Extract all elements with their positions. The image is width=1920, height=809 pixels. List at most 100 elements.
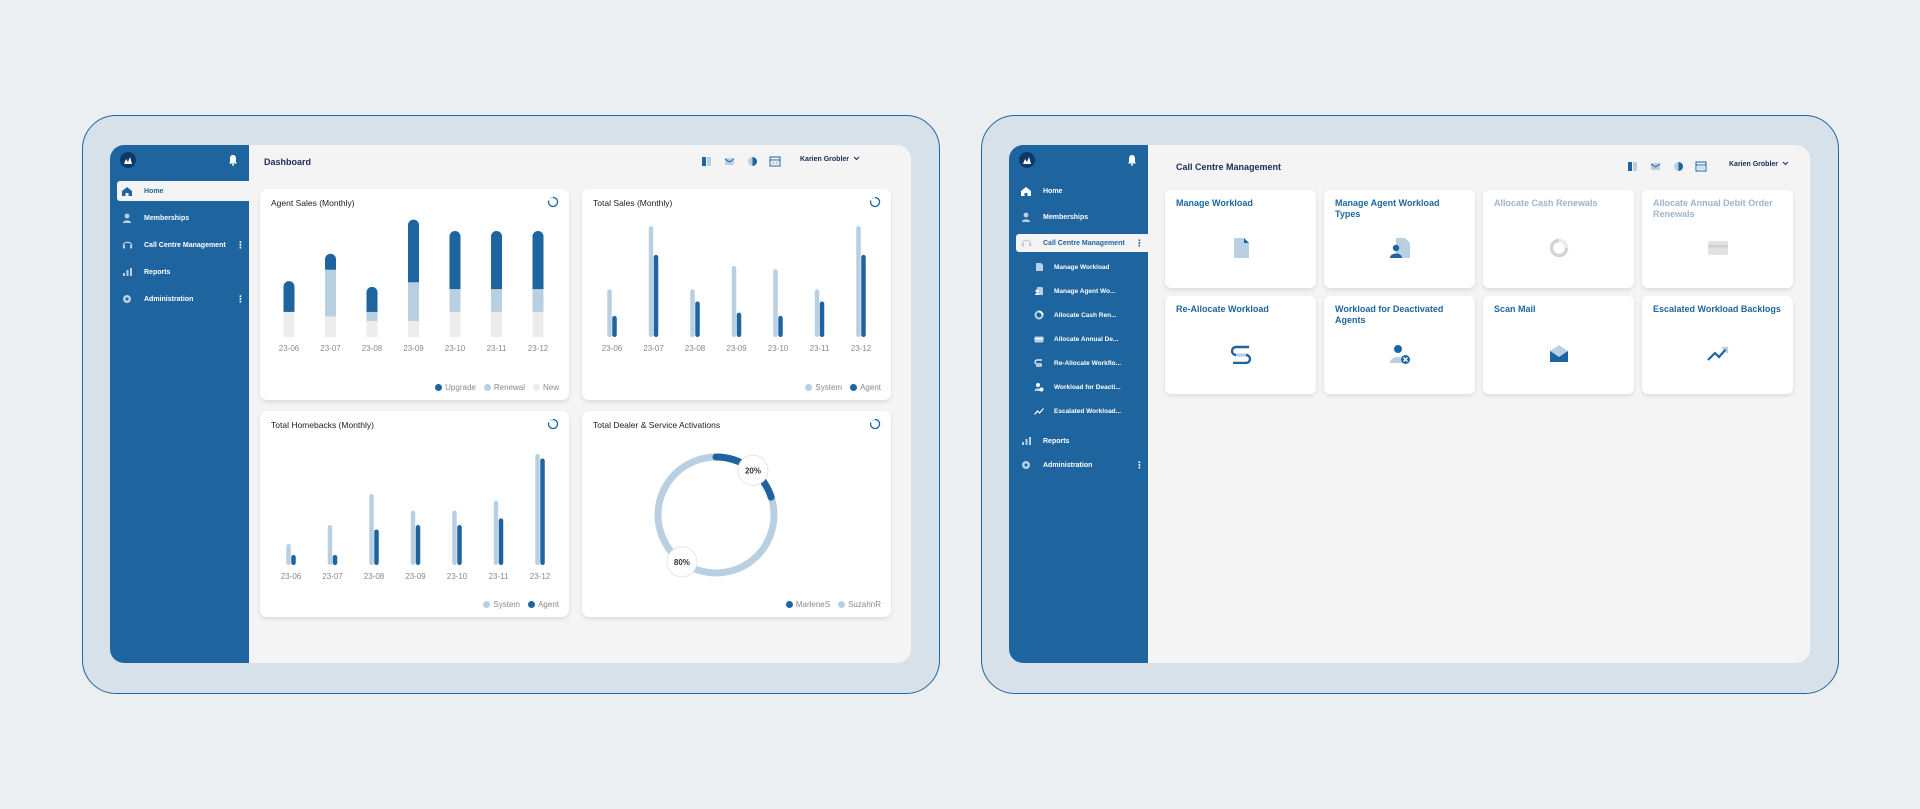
home-icon bbox=[1019, 184, 1033, 198]
tile-allocate-annual-debit-order-renewals[interactable]: Allocate Annual Debit Order Renewals bbox=[1642, 190, 1793, 288]
calendar-icon[interactable] bbox=[769, 155, 781, 167]
bar-system bbox=[493, 500, 499, 565]
chart-legend: System Agent bbox=[805, 383, 881, 392]
logo-icon[interactable] bbox=[1019, 152, 1035, 168]
agent-document-icon bbox=[1033, 285, 1045, 297]
dashboard-screen: Home Memberships Call Centre Management … bbox=[110, 145, 911, 663]
bar-upgrade-base bbox=[283, 306, 295, 312]
bar-system bbox=[731, 265, 737, 337]
mail-icon[interactable] bbox=[1649, 160, 1661, 172]
card-title: Total Dealer & Service Activations bbox=[593, 420, 721, 430]
more-options-icon[interactable]: ⋮ bbox=[236, 294, 245, 304]
tick-label: 23-07 bbox=[322, 572, 343, 581]
tile-escalated-workload-backlogs[interactable]: Escalated Workload Backlogs bbox=[1642, 296, 1793, 394]
refresh-icon[interactable] bbox=[869, 417, 881, 430]
bar-new bbox=[408, 321, 419, 337]
more-options-icon[interactable]: ⋮ bbox=[1135, 238, 1144, 248]
sidebar-item-home[interactable]: Home bbox=[117, 181, 249, 201]
chart-legend: System Agent bbox=[483, 600, 559, 609]
refresh-icon[interactable] bbox=[869, 195, 881, 208]
refresh-icon[interactable] bbox=[547, 195, 559, 208]
tick-label: 23-08 bbox=[362, 344, 383, 353]
theme-icon[interactable] bbox=[1672, 160, 1684, 172]
mail-icon[interactable] bbox=[723, 155, 735, 167]
bar-system bbox=[773, 269, 778, 337]
gear-icon bbox=[120, 292, 134, 306]
logo-icon[interactable] bbox=[120, 152, 136, 168]
more-options-icon[interactable]: ⋮ bbox=[1135, 460, 1144, 470]
sidebar-item-label: Memberships bbox=[1043, 213, 1089, 221]
chevron-down-icon bbox=[853, 156, 860, 163]
tile-workload-deactivated-agents[interactable]: Workload for Deactivated Agents bbox=[1324, 296, 1475, 394]
deactivated-agent-icon bbox=[1389, 343, 1411, 365]
trend-icon bbox=[1706, 343, 1729, 365]
data-label-suzahnr: 80% bbox=[674, 558, 690, 567]
deactivated-agent-icon bbox=[1033, 381, 1045, 393]
layout-icon[interactable] bbox=[700, 155, 712, 167]
bar-agent bbox=[695, 301, 700, 337]
bar-new bbox=[325, 316, 336, 337]
legend-item: MarleneS bbox=[785, 600, 830, 609]
bar-renewal bbox=[366, 311, 378, 322]
tile-manage-workload[interactable]: Manage Workload bbox=[1165, 190, 1316, 288]
legend-item: System bbox=[483, 600, 520, 609]
card-title: Total Homebacks (Monthly) bbox=[271, 420, 374, 430]
sidebar-item-reports[interactable]: Reports bbox=[1009, 431, 1148, 451]
bar-renewal bbox=[325, 269, 336, 317]
sub-item-escalated[interactable]: Escalated Workload... bbox=[1009, 402, 1148, 420]
bar-agent bbox=[374, 529, 379, 565]
chart-legend: MarleneS SuzahnR bbox=[785, 600, 881, 609]
sidebar-item-call-centre-management[interactable]: Call Centre Management ⋮ bbox=[110, 235, 249, 255]
sidebar-item-administration[interactable]: Administration ⋮ bbox=[110, 289, 249, 309]
dealer-activations-donut: 20% 80% bbox=[654, 453, 778, 578]
theme-icon[interactable] bbox=[746, 155, 758, 167]
sub-item-manage-agent-workload[interactable]: Manage Agent Wo... bbox=[1009, 282, 1148, 300]
sub-item-allocate-cash[interactable]: Allocate Cash Ren... bbox=[1009, 306, 1148, 324]
total-homebacks-chart: 23-06 23-07 23-08 23-09 23-10 23-11 23-12 bbox=[281, 454, 551, 581]
bar-renewal bbox=[491, 289, 502, 312]
tick-label: 23-09 bbox=[726, 344, 747, 353]
bar-system bbox=[535, 454, 540, 565]
bar-agent bbox=[778, 315, 783, 337]
bar-system bbox=[327, 525, 333, 565]
more-options-icon[interactable]: ⋮ bbox=[236, 240, 245, 250]
sidebar-item-home[interactable]: Home bbox=[1009, 181, 1148, 201]
user-menu[interactable]: Karien Grobler bbox=[1729, 161, 1789, 168]
tile-allocate-cash-renewals[interactable]: Allocate Cash Renewals bbox=[1483, 190, 1634, 288]
chevron-down-icon bbox=[1782, 161, 1789, 168]
tile-re-allocate-workload[interactable]: Re-Allocate Workload bbox=[1165, 296, 1316, 394]
sub-item-reallocate[interactable]: Re-Allocate Workflo... bbox=[1009, 354, 1148, 372]
sidebar-item-reports[interactable]: Reports bbox=[110, 262, 249, 282]
bar-upgrade bbox=[408, 219, 419, 283]
bar-system bbox=[607, 289, 612, 337]
card-icon bbox=[1707, 237, 1729, 259]
bell-icon[interactable] bbox=[228, 153, 238, 166]
tick-label: 23-09 bbox=[403, 344, 424, 353]
dashboard-device-frame: Home Memberships Call Centre Management … bbox=[82, 115, 940, 694]
sidebar-item-memberships[interactable]: Memberships bbox=[110, 208, 249, 228]
user-menu[interactable]: Karien Grobler bbox=[800, 156, 860, 163]
legend-item: SuzahnR bbox=[838, 600, 881, 609]
bar-chart-icon bbox=[120, 265, 134, 279]
sidebar-item-memberships[interactable]: Memberships bbox=[1009, 207, 1148, 227]
agent-sales-chart: 23-06 23-07 23-08 23-09 23-10 23-11 23-12 bbox=[279, 219, 549, 353]
headset-icon bbox=[120, 238, 134, 252]
sidebar-item-call-centre-management[interactable]: Call Centre Management ⋮ bbox=[1016, 234, 1148, 252]
bell-icon[interactable] bbox=[1127, 153, 1137, 166]
layout-icon[interactable] bbox=[1626, 160, 1638, 172]
tile-scan-mail[interactable]: Scan Mail bbox=[1483, 296, 1634, 394]
bar-agent bbox=[415, 525, 421, 565]
sub-item-deactivated[interactable]: Workload for Deacti... bbox=[1009, 378, 1148, 396]
refresh-icon[interactable] bbox=[547, 417, 559, 430]
sub-item-manage-workload[interactable]: Manage Workload bbox=[1009, 258, 1148, 276]
tick-label: 23-08 bbox=[685, 344, 706, 353]
bar-upgrade-base bbox=[449, 283, 461, 290]
person-icon bbox=[1019, 210, 1033, 224]
sidebar-item-administration[interactable]: Administration ⋮ bbox=[1009, 455, 1148, 475]
calendar-icon[interactable] bbox=[1695, 160, 1707, 172]
tile-manage-agent-workload-types[interactable]: Manage Agent Workload Types bbox=[1324, 190, 1475, 288]
tick-label: 23-06 bbox=[279, 344, 300, 353]
sub-item-allocate-annual[interactable]: Allocate Annual De... bbox=[1009, 330, 1148, 348]
sidebar-item-label: Administration bbox=[144, 295, 194, 303]
legend-item: Agent bbox=[850, 383, 881, 392]
